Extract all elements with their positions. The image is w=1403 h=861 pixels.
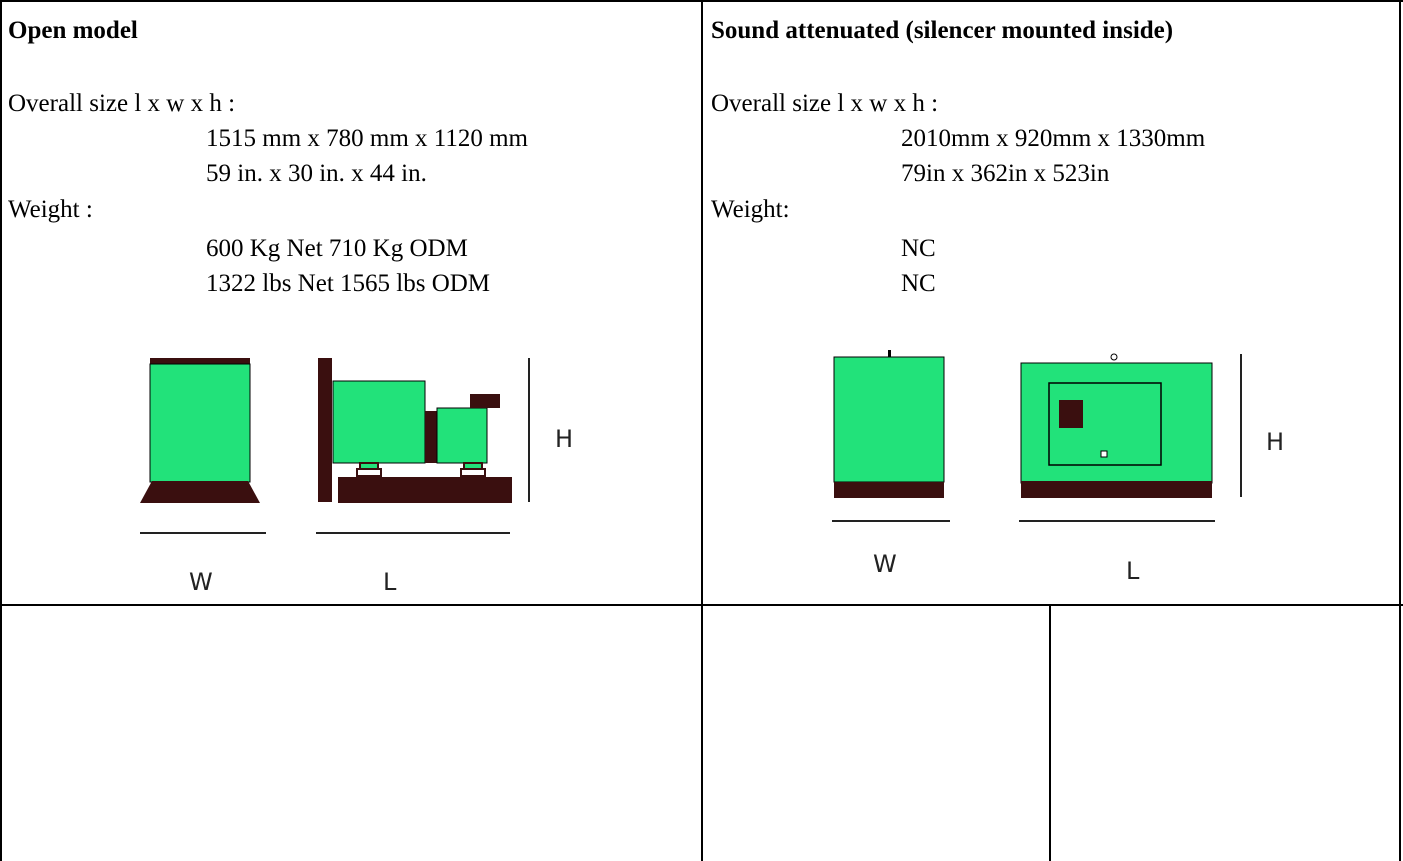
sound-size-in: 79in x 362in x 523in xyxy=(901,160,1110,187)
sound-side-control-panel xyxy=(1059,400,1083,428)
open-front-body xyxy=(149,363,251,483)
open-size-label: Overall size l x w x h : xyxy=(8,90,236,117)
open-dim-h: H xyxy=(555,425,574,453)
sound-weight-2: NC xyxy=(901,270,936,297)
empty-cell-lower-left xyxy=(2,606,701,861)
table-border-right xyxy=(1399,0,1401,861)
sound-side-base xyxy=(1021,481,1212,498)
sound-attenuated-diagram xyxy=(832,350,1242,522)
open-model-cell: Open model Overall size l x w x h : 1515… xyxy=(2,2,701,604)
sound-attenuated-title: Sound attenuated (silencer mounted insid… xyxy=(711,17,1174,44)
sound-attenuated-cell: Sound attenuated (silencer mounted insid… xyxy=(703,2,1399,604)
sound-size-mm: 2010mm x 920mm x 1330mm xyxy=(901,125,1206,152)
open-side-radiator xyxy=(318,358,332,502)
sound-side-exhaust xyxy=(1110,353,1118,361)
sound-weight-label: Weight: xyxy=(711,196,790,223)
sound-front-base xyxy=(834,482,944,498)
open-size-mm: 1515 mm x 780 mm x 1120 mm xyxy=(206,125,528,152)
open-weight-kg: 600 Kg Net 710 Kg ODM xyxy=(206,235,468,262)
open-side-mount-right-base xyxy=(460,468,486,477)
open-dim-w: W xyxy=(189,568,213,596)
sound-side-door-handle xyxy=(1100,450,1108,458)
open-side-engine xyxy=(332,380,426,464)
open-side-mount-left-base xyxy=(356,468,382,477)
open-front-base xyxy=(140,481,260,503)
open-dim-l: L xyxy=(383,568,397,596)
sound-dim-w: W xyxy=(873,550,897,578)
open-side-coupling xyxy=(425,411,437,463)
sound-dim-h: H xyxy=(1266,428,1285,456)
open-weight-lbs: 1322 lbs Net 1565 lbs ODM xyxy=(206,270,491,297)
open-side-alternator xyxy=(436,407,488,464)
open-side-skid xyxy=(338,477,512,503)
sound-weight-1: NC xyxy=(901,235,936,262)
open-side-alternator-top xyxy=(470,394,500,408)
open-weight-label: Weight : xyxy=(8,196,93,223)
sound-front-body xyxy=(833,356,945,483)
open-front-top-cap xyxy=(150,358,250,365)
open-model-diagram xyxy=(140,358,530,534)
table-border-left xyxy=(0,0,2,861)
open-size-in: 59 in. x 30 in. x 44 in. xyxy=(206,160,427,187)
sound-side-door xyxy=(1048,382,1162,466)
empty-cell-lower-middle xyxy=(703,606,1049,861)
sound-front-exhaust xyxy=(888,350,891,357)
sound-dim-l: L xyxy=(1126,557,1140,585)
empty-cell-lower-right xyxy=(1051,606,1399,861)
table-divider-center xyxy=(701,0,703,861)
open-model-title: Open model xyxy=(8,17,138,44)
sound-size-label: Overall size l x w x h : xyxy=(711,90,939,117)
table-divider-lower xyxy=(1049,605,1051,861)
